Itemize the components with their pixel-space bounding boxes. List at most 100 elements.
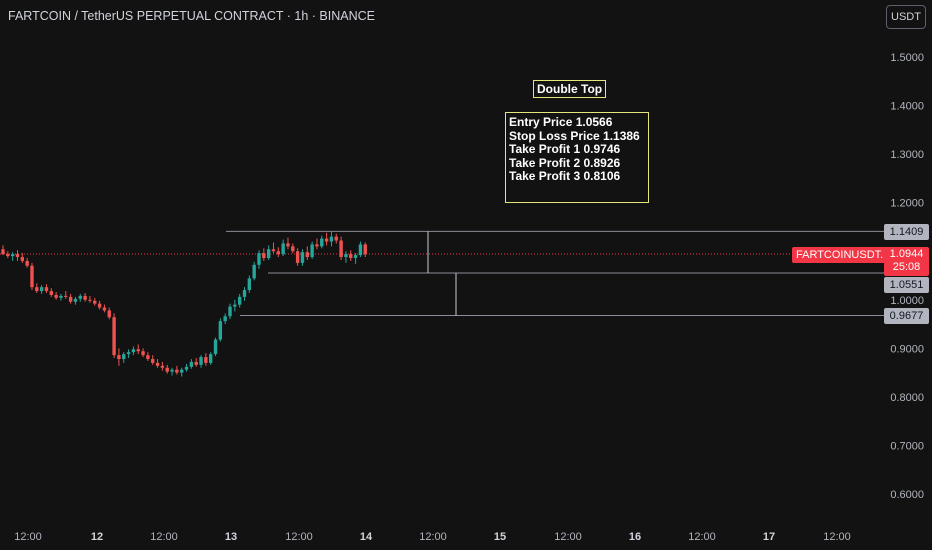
candle-body [262,253,266,259]
candle-body [247,278,252,291]
take-profit-1-text: Take Profit 1 0.9746 [509,142,621,156]
price-tick-label: 1.0000 [890,295,924,307]
candle-body [194,361,198,365]
price-tick-label: 1.2000 [890,198,924,210]
last-price-tag: 1.0944 25:08 [884,247,929,276]
candle-body [39,287,44,292]
symbol-tag: FARTCOINUSDT.P [792,247,895,263]
candle-body [160,365,165,368]
candle-body [199,357,203,365]
candle-body [266,249,271,259]
candle-body [223,316,227,322]
entry-price-text: Entry Price 1.0566 [509,115,613,129]
candle-body [20,257,25,261]
trade-info-box: Entry Price 1.0566 Stop Loss Price 1.138… [505,112,649,203]
countdown-timer: 25:08 [892,261,921,273]
upper-level-tag: 1.1409 [884,224,929,240]
candle-body [276,251,281,255]
candle-body [334,236,338,241]
candle-body [320,238,324,247]
candle-body [349,254,353,259]
candle-body [73,298,78,302]
price-tick-label: 0.6000 [890,489,924,501]
time-tick-label: 17 [763,531,775,543]
candle-body [30,265,34,288]
candle-body [122,354,126,360]
stop-loss-text: Stop Loss Price 1.1386 [509,128,640,143]
candle-body [78,295,82,299]
candle-body [141,351,145,356]
candle-body [315,244,319,247]
time-tick-label: 12:00 [285,531,313,543]
candle-body [204,357,208,363]
candle-body [1,249,5,255]
candle-body [131,349,136,353]
time-tick-label: 12:00 [688,531,716,543]
candle-body [97,303,102,308]
candle-body [358,244,363,256]
candle-body [64,295,68,297]
candle-body [44,287,49,292]
candle-body [237,296,242,305]
chart-title: FARTCOIN / TetherUS PERPETUAL CONTRACT ·… [8,9,375,23]
candle-body [184,366,189,370]
time-axis: 12:00 12 12:00 13 12:00 14 12:00 15 12:00 16 12:00… [14,531,851,543]
candle-body [126,352,131,355]
candle-body [339,240,343,258]
candle-body [353,255,358,259]
candle-body [344,254,348,258]
last-price-value: 1.0944 [889,248,924,260]
price-tick-label: 1.4000 [890,101,924,113]
price-tick-label: 0.9000 [890,343,924,355]
time-tick-label: 13 [225,531,237,543]
time-tick-label: 12:00 [14,531,42,543]
time-tick-label: 15 [494,531,506,543]
candle-body [218,321,223,340]
candle-body [228,306,232,317]
candle-body [83,295,87,300]
candle-body [286,243,290,247]
time-tick-label: 12:00 [823,531,851,543]
candle-body [15,254,20,258]
take-profit-2-text: Take Profit 2 0.8926 [509,155,621,170]
price-tick-label: 1.5000 [890,52,924,64]
candle-body [6,254,10,257]
take-profit-3-text: Take Profit 3 0.8106 [509,169,621,183]
candle-body [300,252,305,263]
candle-body [35,287,39,292]
price-axis: 1.5000 1.4000 1.3000 1.2000 1.0000 0.9000 0.80… [890,52,924,501]
neckline-level-tag: 1.0551 [884,277,929,293]
candle-body [117,355,121,360]
candle-body [271,249,276,252]
candle-body [295,251,300,263]
time-tick-label: 14 [360,531,373,543]
candle-body [233,304,237,307]
time-tick-label: 12:00 [150,531,178,543]
candle-body [25,260,29,266]
candle-body [252,264,256,279]
currency-button[interactable]: USDT [886,5,926,29]
candle-body [59,295,63,298]
candle-body [208,354,213,363]
candle-body [68,296,73,302]
candle-body [88,299,92,301]
candle-body [107,310,111,318]
horizontal-levels [0,230,884,316]
candle-body [10,254,15,257]
candle-body [165,367,169,372]
candle-body [175,369,179,373]
candle-body [136,349,140,352]
candle-body [151,359,155,363]
candle-body [112,317,116,356]
candle-body [146,355,150,360]
price-tick-label: 1.3000 [890,149,924,161]
time-tick-label: 12:00 [554,531,582,543]
candle-body [93,300,97,304]
candle-body [324,238,329,242]
time-tick-label: 16 [629,531,641,543]
candle-body [54,294,58,298]
candle-body [257,253,261,265]
candle-body [329,236,334,242]
candle-body [310,244,314,258]
